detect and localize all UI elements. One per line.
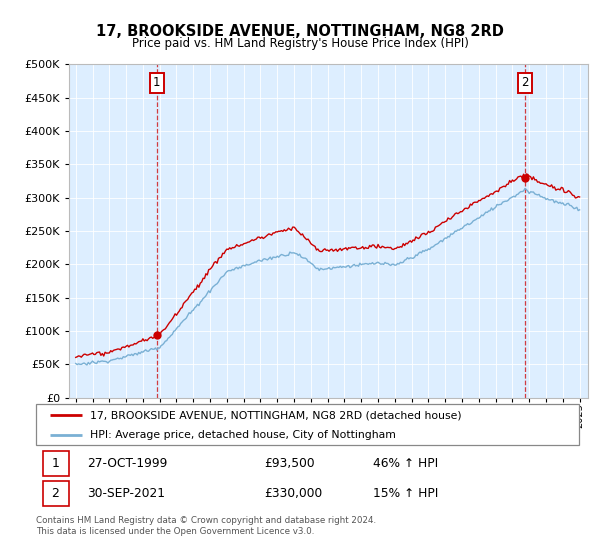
- FancyBboxPatch shape: [36, 404, 579, 445]
- Text: 1: 1: [153, 76, 160, 89]
- Text: Contains HM Land Registry data © Crown copyright and database right 2024.
This d: Contains HM Land Registry data © Crown c…: [36, 516, 376, 536]
- FancyBboxPatch shape: [43, 480, 68, 506]
- FancyBboxPatch shape: [43, 451, 68, 476]
- Text: 2: 2: [521, 76, 529, 89]
- Text: 2: 2: [52, 487, 59, 500]
- Text: HPI: Average price, detached house, City of Nottingham: HPI: Average price, detached house, City…: [91, 430, 396, 440]
- Text: 17, BROOKSIDE AVENUE, NOTTINGHAM, NG8 2RD (detached house): 17, BROOKSIDE AVENUE, NOTTINGHAM, NG8 2R…: [91, 410, 462, 421]
- Text: £330,000: £330,000: [264, 487, 322, 500]
- Text: Price paid vs. HM Land Registry's House Price Index (HPI): Price paid vs. HM Land Registry's House …: [131, 37, 469, 50]
- Text: 30-SEP-2021: 30-SEP-2021: [88, 487, 166, 500]
- Text: 46% ↑ HPI: 46% ↑ HPI: [373, 457, 438, 470]
- Text: 15% ↑ HPI: 15% ↑ HPI: [373, 487, 438, 500]
- Text: 17, BROOKSIDE AVENUE, NOTTINGHAM, NG8 2RD: 17, BROOKSIDE AVENUE, NOTTINGHAM, NG8 2R…: [96, 24, 504, 39]
- Text: £93,500: £93,500: [264, 457, 314, 470]
- Text: 1: 1: [52, 457, 59, 470]
- Text: 27-OCT-1999: 27-OCT-1999: [88, 457, 168, 470]
